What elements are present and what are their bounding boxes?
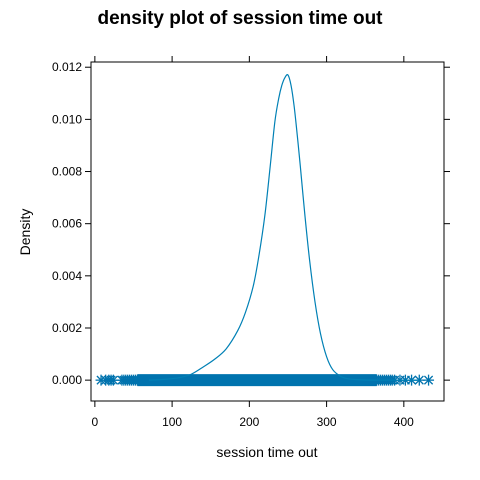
x-tick-label: 0 bbox=[92, 415, 99, 429]
x-tick-label: 300 bbox=[317, 415, 337, 429]
y-axis-label: Density bbox=[17, 209, 33, 256]
x-tick-label: 100 bbox=[162, 415, 182, 429]
axis-ticks: 0 100 200 300 400 0.000 0.002 0.004 0.006 0.008 0.… bbox=[52, 56, 450, 429]
plot-frame bbox=[90, 61, 445, 402]
y-tick-label: 0.000 bbox=[52, 373, 82, 387]
density-curve bbox=[148, 74, 420, 381]
rug-outlier-point bbox=[107, 374, 119, 386]
rug-point bbox=[137, 374, 149, 386]
y-tick-label: 0.004 bbox=[52, 269, 82, 283]
rug-outlier-point bbox=[423, 374, 435, 386]
y-tick-label: 0.006 bbox=[52, 217, 82, 231]
y-tick-label: 0.012 bbox=[52, 60, 82, 74]
x-axis-label: session time out bbox=[216, 444, 317, 460]
x-tick-label: 400 bbox=[394, 415, 414, 429]
y-tick-label: 0.002 bbox=[52, 321, 82, 335]
rug-dense-band bbox=[137, 374, 377, 387]
chart-title: density plot of session time out bbox=[97, 8, 383, 29]
x-tick-label: 200 bbox=[239, 415, 259, 429]
y-tick-label: 0.010 bbox=[52, 112, 82, 126]
y-tick-label: 0.008 bbox=[52, 165, 82, 179]
